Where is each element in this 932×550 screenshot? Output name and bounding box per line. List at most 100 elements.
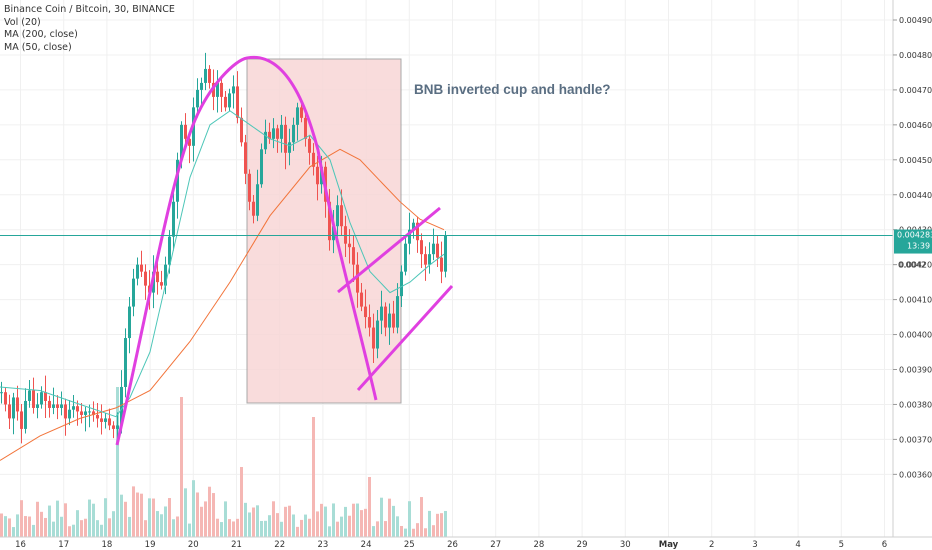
price-axis-extra-label: 0.0042 — [898, 261, 926, 270]
channel-upper-line[interactable] — [337, 206, 441, 294]
x-tick-label: 19 — [145, 540, 156, 550]
volume-bar — [428, 510, 431, 537]
x-tick-label: 16 — [15, 540, 26, 550]
candle-body — [256, 184, 259, 216]
candle-body — [64, 404, 67, 419]
symbol-title[interactable]: Binance Coin / Bitcoin, 30, BINANCE — [4, 4, 175, 15]
volume-bar — [392, 505, 395, 537]
volume-bar — [364, 508, 367, 537]
y-tick-label: 0.0044000 — [899, 191, 932, 200]
volume-bar — [164, 506, 167, 537]
volume-bar — [412, 528, 415, 537]
volume-bar — [404, 528, 407, 537]
candle-body — [52, 404, 55, 408]
x-tick-label: 20 — [188, 540, 199, 550]
volume-bar — [340, 516, 343, 537]
vol-indicator-label[interactable]: Vol (20) — [4, 16, 41, 28]
candle-body — [368, 317, 371, 328]
volume-bar — [204, 501, 207, 537]
volume-bar — [256, 505, 259, 537]
trend-drawings[interactable] — [115, 55, 454, 446]
candle-body — [12, 397, 15, 419]
inverted-cup-curve[interactable] — [115, 55, 378, 446]
candle-body — [16, 397, 19, 412]
candle-body — [144, 271, 147, 286]
time-axis-ticks[interactable]: 16 17 18 19 20 21 22 23 24 25 26 27 28 29 30 May 2 3 4 5 6 — [15, 540, 887, 550]
candle-body — [280, 124, 283, 139]
candle-body — [44, 392, 47, 401]
volume-bar — [92, 503, 95, 537]
y-tick-label: 0.0041000 — [899, 296, 932, 305]
candle-body — [240, 117, 243, 143]
volume-bar — [260, 520, 263, 537]
candle-body — [352, 247, 355, 265]
candle-body — [172, 201, 175, 237]
candle-body — [176, 159, 179, 202]
candle-body — [72, 406, 75, 410]
y-tick-label: 0.0048000 — [899, 51, 932, 60]
x-tick-label: 23 — [317, 540, 328, 550]
volume-bar — [124, 501, 127, 537]
volume-bar — [20, 500, 23, 537]
candle-body — [4, 392, 7, 405]
candle-body — [40, 392, 43, 405]
volume-bar — [120, 494, 123, 537]
candle-body — [356, 264, 359, 293]
candle-body — [420, 240, 423, 255]
volume-bar — [356, 503, 359, 537]
candle-body — [20, 411, 23, 429]
candle-body — [260, 149, 263, 185]
candle-body — [80, 411, 83, 415]
x-tick-label: 22 — [274, 540, 285, 550]
volume-bar — [216, 518, 219, 537]
candle-body — [0, 392, 3, 394]
volume-bar — [444, 510, 447, 537]
x-tick-label: 25 — [404, 540, 415, 550]
candle-body — [304, 117, 307, 139]
volume-bar — [308, 518, 311, 537]
last-price-label: 0.0042833 — [897, 231, 932, 240]
volume-bar — [80, 520, 83, 537]
volume-bar — [76, 510, 79, 537]
candlesticks — [0, 52, 447, 444]
volume-bar — [396, 516, 399, 537]
volume-bar — [228, 519, 231, 537]
candle-body — [328, 201, 331, 241]
candle-body — [112, 425, 115, 429]
volume-bar — [284, 506, 287, 537]
volume-bar — [4, 516, 7, 537]
candle-body — [308, 138, 311, 153]
candle-body — [396, 296, 399, 328]
volume-bar — [64, 503, 67, 537]
ma200-indicator-label[interactable]: MA (200, close) — [4, 29, 78, 40]
candle-body — [364, 306, 367, 318]
volume-bar — [332, 503, 335, 537]
volume-bar — [416, 523, 419, 537]
ma50-line — [0, 110, 445, 418]
candle-body — [220, 82, 223, 97]
y-tick-label: 0.0037000 — [899, 435, 932, 444]
candle-body — [140, 264, 143, 272]
candle-body — [132, 278, 135, 307]
channel-lower-line[interactable] — [356, 284, 454, 392]
candle-body — [316, 166, 319, 185]
volume-bar — [44, 517, 47, 537]
candle-body — [360, 292, 363, 307]
candle-body — [284, 124, 287, 153]
pattern-box[interactable] — [246, 58, 402, 404]
candle-body — [116, 425, 119, 429]
candle-body — [268, 131, 271, 139]
volume-bar — [68, 526, 71, 537]
candle-body — [208, 68, 211, 83]
candle-body — [128, 306, 131, 339]
volume-bar — [384, 521, 387, 537]
x-tick-label: 5 — [839, 540, 844, 550]
volume-bar — [200, 506, 203, 537]
ma50-indicator-label[interactable]: MA (50, close) — [4, 41, 72, 53]
volume-bar — [48, 505, 51, 537]
candle-body — [124, 338, 127, 387]
volume-bar — [292, 514, 295, 537]
volume-bar — [232, 521, 235, 537]
volume-bar — [324, 506, 327, 537]
